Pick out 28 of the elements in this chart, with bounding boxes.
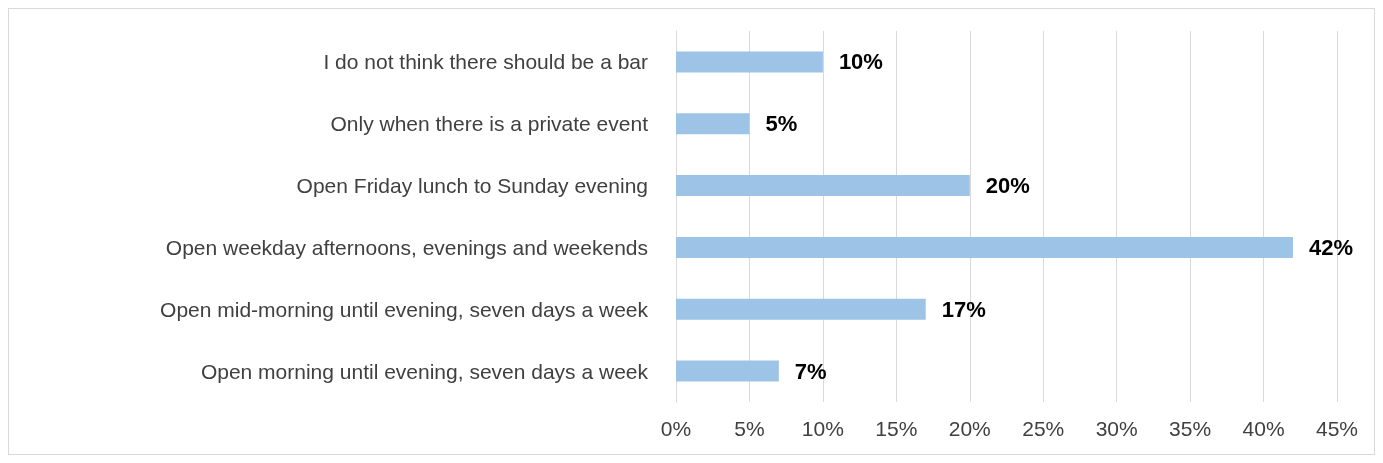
y-tick-label: Only when there is a private event <box>330 112 649 136</box>
x-tick-label: 0% <box>660 417 692 440</box>
bar <box>676 113 750 135</box>
x-tick-label: 25% <box>1022 417 1065 440</box>
x-tick-label: 10% <box>801 417 844 440</box>
bar <box>676 360 779 382</box>
bar <box>676 51 823 73</box>
data-label: 17% <box>941 296 986 322</box>
bar <box>676 236 1293 258</box>
y-tick-label: Open weekday afternoons, evenings and weekends <box>165 235 648 259</box>
bar <box>676 175 970 197</box>
data-label: 20% <box>985 173 1030 199</box>
x-tick-label: 15% <box>875 417 918 440</box>
y-tick-label: I do not think there should be a bar <box>323 50 648 74</box>
data-label: 7% <box>794 358 827 384</box>
data-label: 42% <box>1308 234 1353 260</box>
x-tick-label: 40% <box>1242 417 1285 440</box>
y-tick-label: Open morning until evening, seven days a week <box>200 359 649 383</box>
x-tick-label: 20% <box>948 417 991 440</box>
x-tick-label: 30% <box>1095 417 1138 440</box>
x-tick-label: 45% <box>1315 417 1359 440</box>
data-label: 5% <box>765 111 798 137</box>
data-label: 10% <box>838 49 883 75</box>
y-tick-label: Open mid-morning until evening, seven days a week <box>160 297 649 321</box>
x-tick-label: 35% <box>1169 417 1212 440</box>
x-tick-label: 5% <box>734 417 765 440</box>
bar <box>676 298 926 320</box>
y-tick-label: Open Friday lunch to Sunday evening <box>296 174 648 198</box>
